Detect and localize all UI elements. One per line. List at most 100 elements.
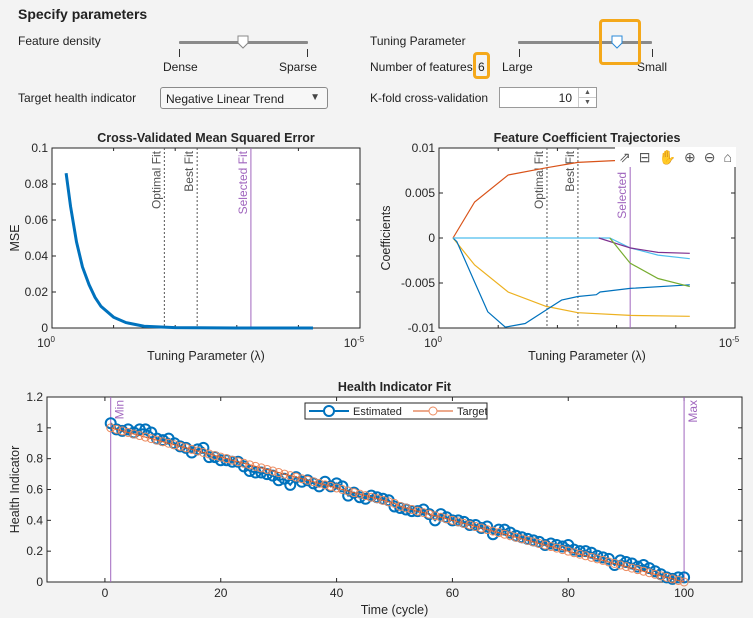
x-axis-label: Tuning Parameter (λ) (147, 349, 265, 363)
data-point-target (673, 575, 683, 585)
y-tick-label: 0 (428, 231, 435, 245)
data-point-target (557, 545, 567, 555)
data-point-target (610, 559, 620, 568)
data-point-target (656, 571, 666, 581)
data-point-target (575, 549, 585, 559)
data-point-target (146, 434, 156, 444)
kfold-input[interactable]: 10 (558, 91, 572, 105)
data-point-target (355, 489, 365, 499)
data-point-estimated (133, 423, 146, 436)
series-line (110, 427, 685, 583)
zoom-out-icon[interactable]: ⊖ (703, 148, 716, 165)
axes-toolbar[interactable]: ⇗ ⊟ ✋ ⊕ ⊖ ⌂ (615, 147, 736, 167)
kfold-spinner[interactable]: 10 ▲ ▼ (499, 87, 597, 108)
data-point-estimated (214, 454, 227, 467)
tuning-parameter-thumb[interactable] (611, 35, 623, 49)
data-point-estimated (139, 423, 152, 436)
legend: Estimated Target (304, 402, 488, 420)
data-point-target (314, 478, 324, 488)
data-point-target (193, 446, 203, 456)
data-point-target (326, 481, 336, 491)
y-tick-label: 0.02 (25, 285, 49, 299)
data-point-target (239, 458, 249, 468)
data-point-estimated (434, 508, 447, 521)
chart-2: Feature Coefficient Trajectories Tuning P… (379, 131, 740, 363)
data-point-target (112, 424, 121, 434)
y-tick-label: 0.06 (25, 213, 49, 227)
data-point-target (569, 548, 579, 558)
data-point-target (308, 477, 318, 487)
data-point-target (453, 517, 463, 527)
home-icon[interactable]: ⌂ (723, 149, 732, 165)
data-point-target (268, 466, 278, 476)
spinner-down-icon[interactable]: ▼ (584, 99, 591, 106)
tick-base: 10 (719, 336, 733, 350)
plot-area[interactable] (46, 396, 743, 583)
target-health-indicator-label: Target health indicator (18, 91, 137, 105)
data-point-target (447, 515, 457, 525)
data-point-estimated (678, 571, 691, 584)
pan-hand-icon[interactable]: ✋ (658, 148, 676, 165)
x-tick-label: 100 (424, 335, 442, 350)
data-point-target (320, 480, 330, 490)
reference-line-label: Best Fit (182, 150, 196, 191)
y-axis-label: MSE (8, 224, 22, 251)
data-point-target (401, 503, 411, 513)
data-point-target (361, 491, 371, 501)
series-group (104, 417, 691, 587)
tick-mark (652, 49, 653, 57)
data-point-estimated (463, 518, 476, 531)
thumb-highlight (599, 19, 641, 65)
tuning-parameter-max-label: Small (637, 60, 668, 74)
x-axis-label: Tuning Parameter (λ) (528, 349, 646, 363)
data-point-estimated (185, 446, 198, 459)
data-point-target (395, 501, 405, 511)
chart-3: Health Indicator Fit Time (cycle) Health I… (8, 380, 743, 617)
data-point-target (216, 452, 226, 462)
data-point-estimated (504, 526, 517, 539)
data-point-target (650, 569, 660, 579)
data-point-estimated (660, 571, 673, 584)
y-tick-label: 0 (41, 321, 48, 335)
dropdown-value: Negative Linear Trend (166, 92, 285, 106)
data-point-target (442, 514, 452, 524)
data-point-target (378, 495, 388, 505)
data-point-target (534, 538, 544, 548)
data-point-target (563, 546, 573, 556)
y-tick-label: -0.01 (408, 321, 436, 335)
data-point-target (407, 505, 417, 515)
data-point-estimated (249, 466, 262, 479)
triangle-down-icon: ▼ (310, 92, 320, 103)
x-tick-label: 40 (330, 586, 344, 600)
feature-density-label: Feature density (18, 34, 101, 48)
target-health-indicator-dropdown[interactable]: Negative Linear Trend ▼ (160, 87, 328, 109)
data-point-estimated (353, 491, 366, 504)
y-tick-label: 0.1 (31, 141, 48, 155)
feature-density-thumb[interactable] (237, 35, 249, 49)
data-point-target (227, 455, 237, 465)
data-point-target (581, 551, 591, 561)
x-tick-label: 100 (37, 335, 55, 350)
reference-line-label: Max (686, 400, 700, 423)
series-group (64, 173, 313, 330)
data-point-target (511, 532, 521, 542)
data-point-target (523, 535, 533, 545)
data-point-estimated (556, 540, 569, 553)
tick-mark (307, 49, 308, 57)
zoom-in-icon[interactable]: ⊕ (683, 148, 696, 165)
y-tick-label: 0.005 (405, 186, 435, 200)
data-point-target (413, 506, 423, 516)
export-icon[interactable]: ⇗ (619, 148, 631, 165)
data-point-target (436, 512, 446, 522)
series-line (452, 237, 690, 328)
plot-area[interactable] (51, 147, 361, 329)
data-point-target (505, 531, 515, 541)
data-tips-icon[interactable]: ⊟ (638, 148, 651, 165)
data-point-target (152, 435, 162, 445)
tuning-parameter-track[interactable] (518, 41, 652, 44)
spinner-up-icon[interactable]: ▲ (579, 88, 596, 98)
data-point-target (366, 492, 376, 502)
data-point-target (303, 475, 313, 485)
reference-line-label: Optimal Fit (532, 150, 546, 209)
